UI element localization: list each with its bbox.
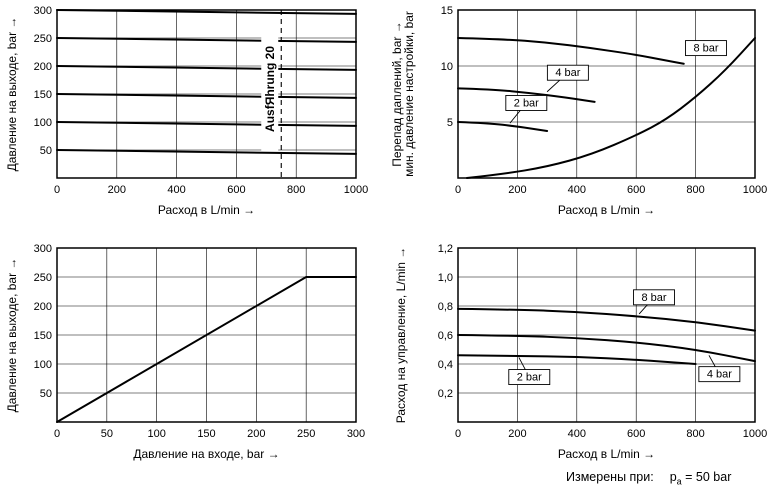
- y-tick-label: 200: [34, 61, 52, 73]
- y-axis-label: Расход на управление, L/min →: [394, 247, 408, 424]
- series-curve-150-bar-setting: [56, 93, 357, 99]
- x-tick-label: 400: [167, 184, 185, 196]
- x-tick-label: 400: [568, 184, 586, 196]
- y-axis-label: мин. давление настройки, bar: [402, 11, 416, 177]
- chart-pilot-flow-vs-flow: 0 200 400 600 800 1000 0,2 0,4 0,6 0,8 1,0 1,2 Расхо…: [389, 236, 777, 498]
- y-tick-label: 250: [34, 272, 52, 284]
- series-curve-2-bar: [457, 121, 549, 132]
- series-curve-4-bar: [457, 334, 756, 363]
- x-tick-label: 50: [101, 428, 113, 440]
- y-tick-label: 10: [441, 61, 453, 73]
- x-tick-label: 800: [686, 428, 704, 440]
- x-axis-label: Расход в L/min →: [158, 203, 255, 217]
- x-axis-label: Давление на входе, bar →: [133, 447, 279, 461]
- series-label: 8 bar: [641, 292, 666, 304]
- y-tick-label: 300: [34, 243, 52, 255]
- series-label: 4 bar: [555, 67, 580, 79]
- annotation-label: AusfЯhrung 20: [263, 46, 277, 132]
- y-axis-label: Давление на выходе, bar →: [5, 17, 19, 172]
- x-tick-label: 600: [227, 184, 245, 196]
- x-tick-label: 1000: [743, 428, 767, 440]
- chart-canvas-pilot-flow-vs-flow: 0 200 400 600 800 1000 0,2 0,4 0,6 0,8 1,0 1,2 Расхо…: [394, 243, 767, 461]
- measurement-note-label: Измерены при:: [566, 470, 654, 484]
- series-curve-characteristic: [56, 276, 357, 423]
- series-curve-2-bar: [457, 354, 697, 365]
- x-tick-label: 250: [297, 428, 315, 440]
- y-tick-label: 0,6: [438, 330, 453, 342]
- series-curve-100-bar-setting: [56, 121, 357, 127]
- series-label-box: [685, 40, 727, 57]
- y-tick-label: 0,8: [438, 301, 453, 313]
- series-curve-min-setting-pressure: [465, 37, 756, 179]
- series-label: 2 bar: [514, 97, 539, 109]
- plot-border: [457, 9, 756, 179]
- chart-outlet-pressure-vs-flow: AusfЯhrung 20 0 200 400 600 800 1000 50 100 150 20…: [0, 0, 388, 232]
- series-label: 2 bar: [517, 372, 542, 384]
- series-curve-200-bar-setting: [56, 65, 357, 71]
- x-tick-label: 0: [54, 428, 60, 440]
- x-tick-label: 0: [54, 184, 60, 196]
- y-axis-label: Давление на выходе, bar →: [5, 258, 19, 413]
- y-tick-label: 5: [447, 117, 453, 129]
- plot-border: [56, 9, 357, 179]
- y-tick-label: 0,4: [438, 359, 453, 371]
- y-tick-label: 1,2: [438, 243, 453, 255]
- x-tick-label: 100: [147, 428, 165, 440]
- series-label: 4 bar: [707, 369, 732, 381]
- pressure-symbol-subscript: a: [676, 476, 682, 487]
- y-tick-label: 15: [441, 5, 453, 17]
- chart-pressure-differential-vs-flow: 0 200 400 600 800 1000 5 10 15 Расход в L/min → Пе…: [389, 0, 777, 232]
- x-tick-label: 0: [455, 428, 461, 440]
- y-tick-label: 100: [34, 117, 52, 129]
- x-tick-label: 400: [568, 428, 586, 440]
- chart-canvas-pressure-differential-vs-flow: 0 200 400 600 800 1000 5 10 15 Расход в L/min → Пе…: [390, 5, 767, 217]
- x-tick-label: 200: [247, 428, 265, 440]
- series-label-box: [505, 95, 548, 111]
- series-curve-250-bar-setting: [56, 37, 357, 43]
- annotation-label-background: [261, 26, 279, 151]
- series-curve-8-bar: [457, 307, 756, 332]
- pressure-symbol: p: [669, 470, 677, 484]
- series-curve-8-bar: [457, 37, 685, 65]
- y-tick-label: 100: [34, 359, 52, 371]
- x-tick-label: 800: [686, 184, 704, 196]
- y-tick-label: 50: [40, 388, 52, 400]
- y-axis-label: Перепад даплений, bar →: [390, 21, 404, 166]
- x-tick-label: 1000: [743, 184, 767, 196]
- x-tick-label: 200: [508, 184, 526, 196]
- x-tick-label: 300: [347, 428, 365, 440]
- series-curve-50-bar-setting: [56, 149, 357, 155]
- measurement-note: Измерены при: pa = 50 bar: [566, 470, 731, 487]
- x-tick-label: 0: [455, 184, 461, 196]
- y-tick-label: 0,2: [438, 388, 453, 400]
- series-label-box: [546, 64, 589, 81]
- y-tick-label: 300: [34, 5, 52, 17]
- chart-outlet-vs-inlet-pressure: 0 50 100 150 200 250 300 50 100 150 200 250 300 Давле…: [0, 236, 388, 498]
- series-label-box: [508, 369, 551, 386]
- y-tick-label: 50: [40, 145, 52, 157]
- x-tick-label: 600: [627, 184, 645, 196]
- y-tick-label: 250: [34, 33, 52, 45]
- x-axis-label: Расход в L/min →: [558, 447, 655, 461]
- series-curve-4-bar: [457, 87, 596, 103]
- chart-canvas-outlet-pressure-vs-flow: AusfЯhrung 20 0 200 400 600 800 1000 50 100 150 20…: [5, 5, 368, 217]
- y-tick-label: 200: [34, 301, 52, 313]
- x-tick-label: 1000: [344, 184, 368, 196]
- measurement-note-value: = 50 bar: [685, 470, 732, 484]
- x-tick-label: 150: [197, 428, 215, 440]
- series-label: 8 bar: [693, 43, 718, 55]
- x-tick-label: 600: [627, 428, 645, 440]
- x-tick-label: 200: [508, 428, 526, 440]
- plot-border: [457, 247, 756, 423]
- chart-canvas-outlet-vs-inlet-pressure: 0 50 100 150 200 250 300 50 100 150 200 250 300 Давле…: [5, 243, 365, 461]
- y-tick-label: 150: [34, 89, 52, 101]
- x-axis-label: Расход в L/min →: [558, 203, 655, 217]
- series-label-box: [698, 366, 741, 383]
- x-tick-label: 200: [108, 184, 126, 196]
- plot-border: [56, 247, 357, 423]
- x-tick-label: 800: [287, 184, 305, 196]
- y-tick-label: 1,0: [438, 272, 453, 284]
- series-label-box: [633, 289, 675, 306]
- y-tick-label: 150: [34, 330, 52, 342]
